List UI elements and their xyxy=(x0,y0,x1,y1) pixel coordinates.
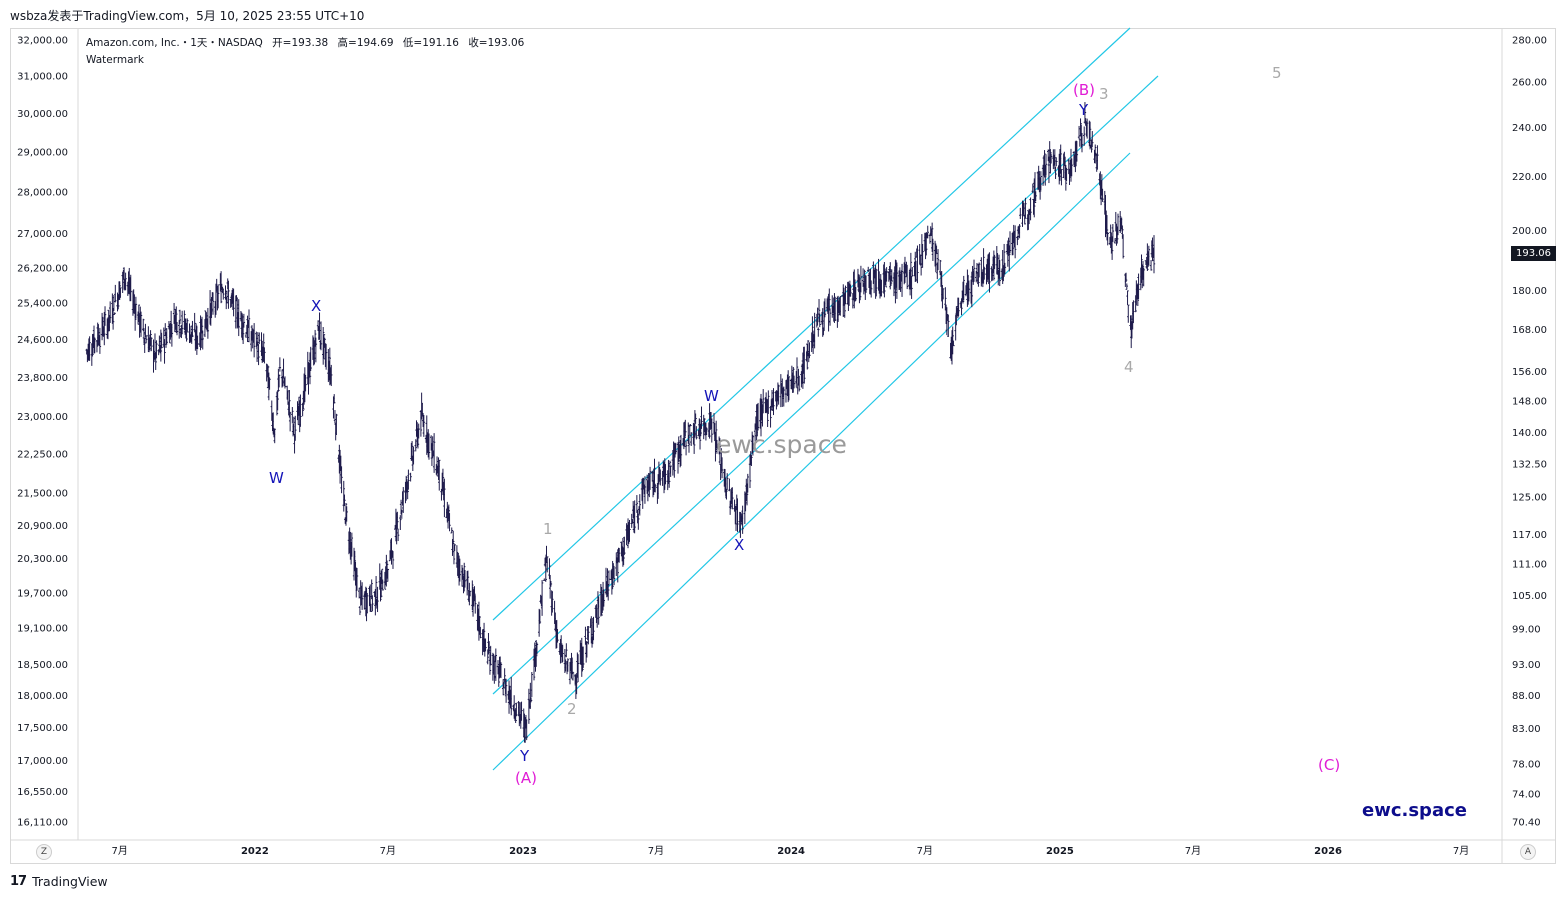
right-axis-label: 200.00 xyxy=(1512,226,1547,237)
wave-label: X xyxy=(311,297,322,315)
brand-name: TradingView xyxy=(32,874,108,889)
left-axis-label: 17,500.00 xyxy=(17,723,68,734)
timezone-button[interactable]: Z xyxy=(36,844,52,860)
left-axis-label: 18,000.00 xyxy=(17,691,68,702)
right-axis-label: 148.00 xyxy=(1512,397,1547,408)
left-axis-label: 19,100.00 xyxy=(17,624,68,635)
left-axis-label: 32,000.00 xyxy=(17,36,68,47)
last-price-tag: 193.06 xyxy=(1511,246,1556,261)
right-axis-label: 132.50 xyxy=(1512,459,1547,470)
wave-label: 2 xyxy=(567,700,577,718)
right-axis-label: 74.00 xyxy=(1512,789,1541,800)
left-axis-label: 20,900.00 xyxy=(17,521,68,532)
time-axis-label: 7月 xyxy=(112,845,128,857)
wave-label: 5 xyxy=(1272,64,1282,82)
channel-line xyxy=(492,152,1131,771)
time-axis-label: 2024 xyxy=(777,846,805,857)
wave-label: W xyxy=(269,469,284,487)
right-axis-label: 156.00 xyxy=(1512,367,1547,378)
wave-label: 4 xyxy=(1124,358,1134,376)
wave-label: Y xyxy=(520,747,530,765)
time-axis-label: 7月 xyxy=(380,845,396,857)
left-axis-label: 21,500.00 xyxy=(17,489,68,500)
time-axis-label: 2025 xyxy=(1046,846,1074,857)
time-axis-label: 2022 xyxy=(241,846,269,857)
publish-info: wsbza发表于TradingView.com，5月 10, 2025 23:5… xyxy=(10,9,365,23)
right-axis-label: 220.00 xyxy=(1512,172,1547,183)
tradingview-logo-icon: 17 xyxy=(10,874,27,889)
left-axis-label: 22,250.00 xyxy=(17,450,68,461)
symbol-title[interactable]: Amazon.com, Inc.・1天・NASDAQ xyxy=(86,37,263,49)
wave-label: (B) xyxy=(1073,81,1095,99)
wave-label: 3 xyxy=(1099,85,1109,103)
right-axis-label: 168.00 xyxy=(1512,325,1547,336)
left-axis-label: 16,110.00 xyxy=(17,818,68,829)
left-axis-label: 17,000.00 xyxy=(17,756,68,767)
wave-label: X xyxy=(734,536,745,554)
low-value: 低=191.16 xyxy=(402,37,459,49)
right-axis-label: 70.40 xyxy=(1512,818,1541,829)
left-axis-label: 25,400.00 xyxy=(17,299,68,310)
high-value: 高=194.69 xyxy=(337,37,394,49)
left-axis-label: 30,000.00 xyxy=(17,109,68,120)
open-value: 开=193.38 xyxy=(272,37,329,49)
time-axis-label: 2023 xyxy=(509,846,537,857)
channel-line xyxy=(492,27,1131,621)
left-axis-label: 23,800.00 xyxy=(17,373,68,384)
right-axis-label: 125.00 xyxy=(1512,492,1547,503)
right-axis-label: 240.00 xyxy=(1512,123,1547,134)
left-axis-label: 28,000.00 xyxy=(17,188,68,199)
right-axis-label: 140.00 xyxy=(1512,428,1547,439)
wave-label: W xyxy=(704,387,719,405)
watermark-center: ewc.space xyxy=(716,430,847,459)
close-value: 收=193.06 xyxy=(468,37,525,49)
right-axis-label: 180.00 xyxy=(1512,286,1547,297)
right-axis-label: 111.00 xyxy=(1512,560,1547,571)
auto-scale-button[interactable]: A xyxy=(1520,844,1536,860)
time-axis-label: 7月 xyxy=(648,845,664,857)
indicator-watermark[interactable]: Watermark xyxy=(86,54,144,66)
right-axis-label: 93.00 xyxy=(1512,660,1541,671)
time-axis-label: 7月 xyxy=(917,845,933,857)
time-axis-label: 2026 xyxy=(1314,846,1342,857)
right-axis-label: 99.00 xyxy=(1512,624,1541,635)
left-axis-label: 18,500.00 xyxy=(17,660,68,671)
time-axis-label: 7月 xyxy=(1453,845,1469,857)
left-axis-label: 24,600.00 xyxy=(17,335,68,346)
chart-frame xyxy=(10,28,1556,864)
right-axis-label: 78.00 xyxy=(1512,759,1541,770)
chart-legend: Amazon.com, Inc.・1天・NASDAQ 开=193.38 高=19… xyxy=(86,35,530,69)
left-axis-label: 19,700.00 xyxy=(17,588,68,599)
watermark-corner: ewc.space xyxy=(1362,800,1467,821)
right-axis-label: 88.00 xyxy=(1512,691,1541,702)
right-axis-label: 117.00 xyxy=(1512,530,1547,541)
right-axis-label: 105.00 xyxy=(1512,591,1547,602)
time-axis-label: 7月 xyxy=(1185,845,1201,857)
footer-brand[interactable]: 17 TradingView xyxy=(10,874,108,889)
right-axis-label: 260.00 xyxy=(1512,77,1547,88)
wave-label: 1 xyxy=(543,520,553,538)
left-axis-label: 26,200.00 xyxy=(17,263,68,274)
left-axis-label: 20,300.00 xyxy=(17,554,68,565)
left-axis-label: 29,000.00 xyxy=(17,148,68,159)
left-axis-label: 31,000.00 xyxy=(17,72,68,83)
wave-label: Y xyxy=(1079,101,1089,119)
left-axis-label: 23,000.00 xyxy=(17,412,68,423)
left-axis-label: 16,550.00 xyxy=(17,787,68,798)
wave-label: (A) xyxy=(515,769,537,787)
right-axis-label: 83.00 xyxy=(1512,724,1541,735)
wave-label: (C) xyxy=(1318,756,1341,774)
right-axis-label: 280.00 xyxy=(1512,36,1547,47)
left-axis-label: 27,000.00 xyxy=(17,229,68,240)
